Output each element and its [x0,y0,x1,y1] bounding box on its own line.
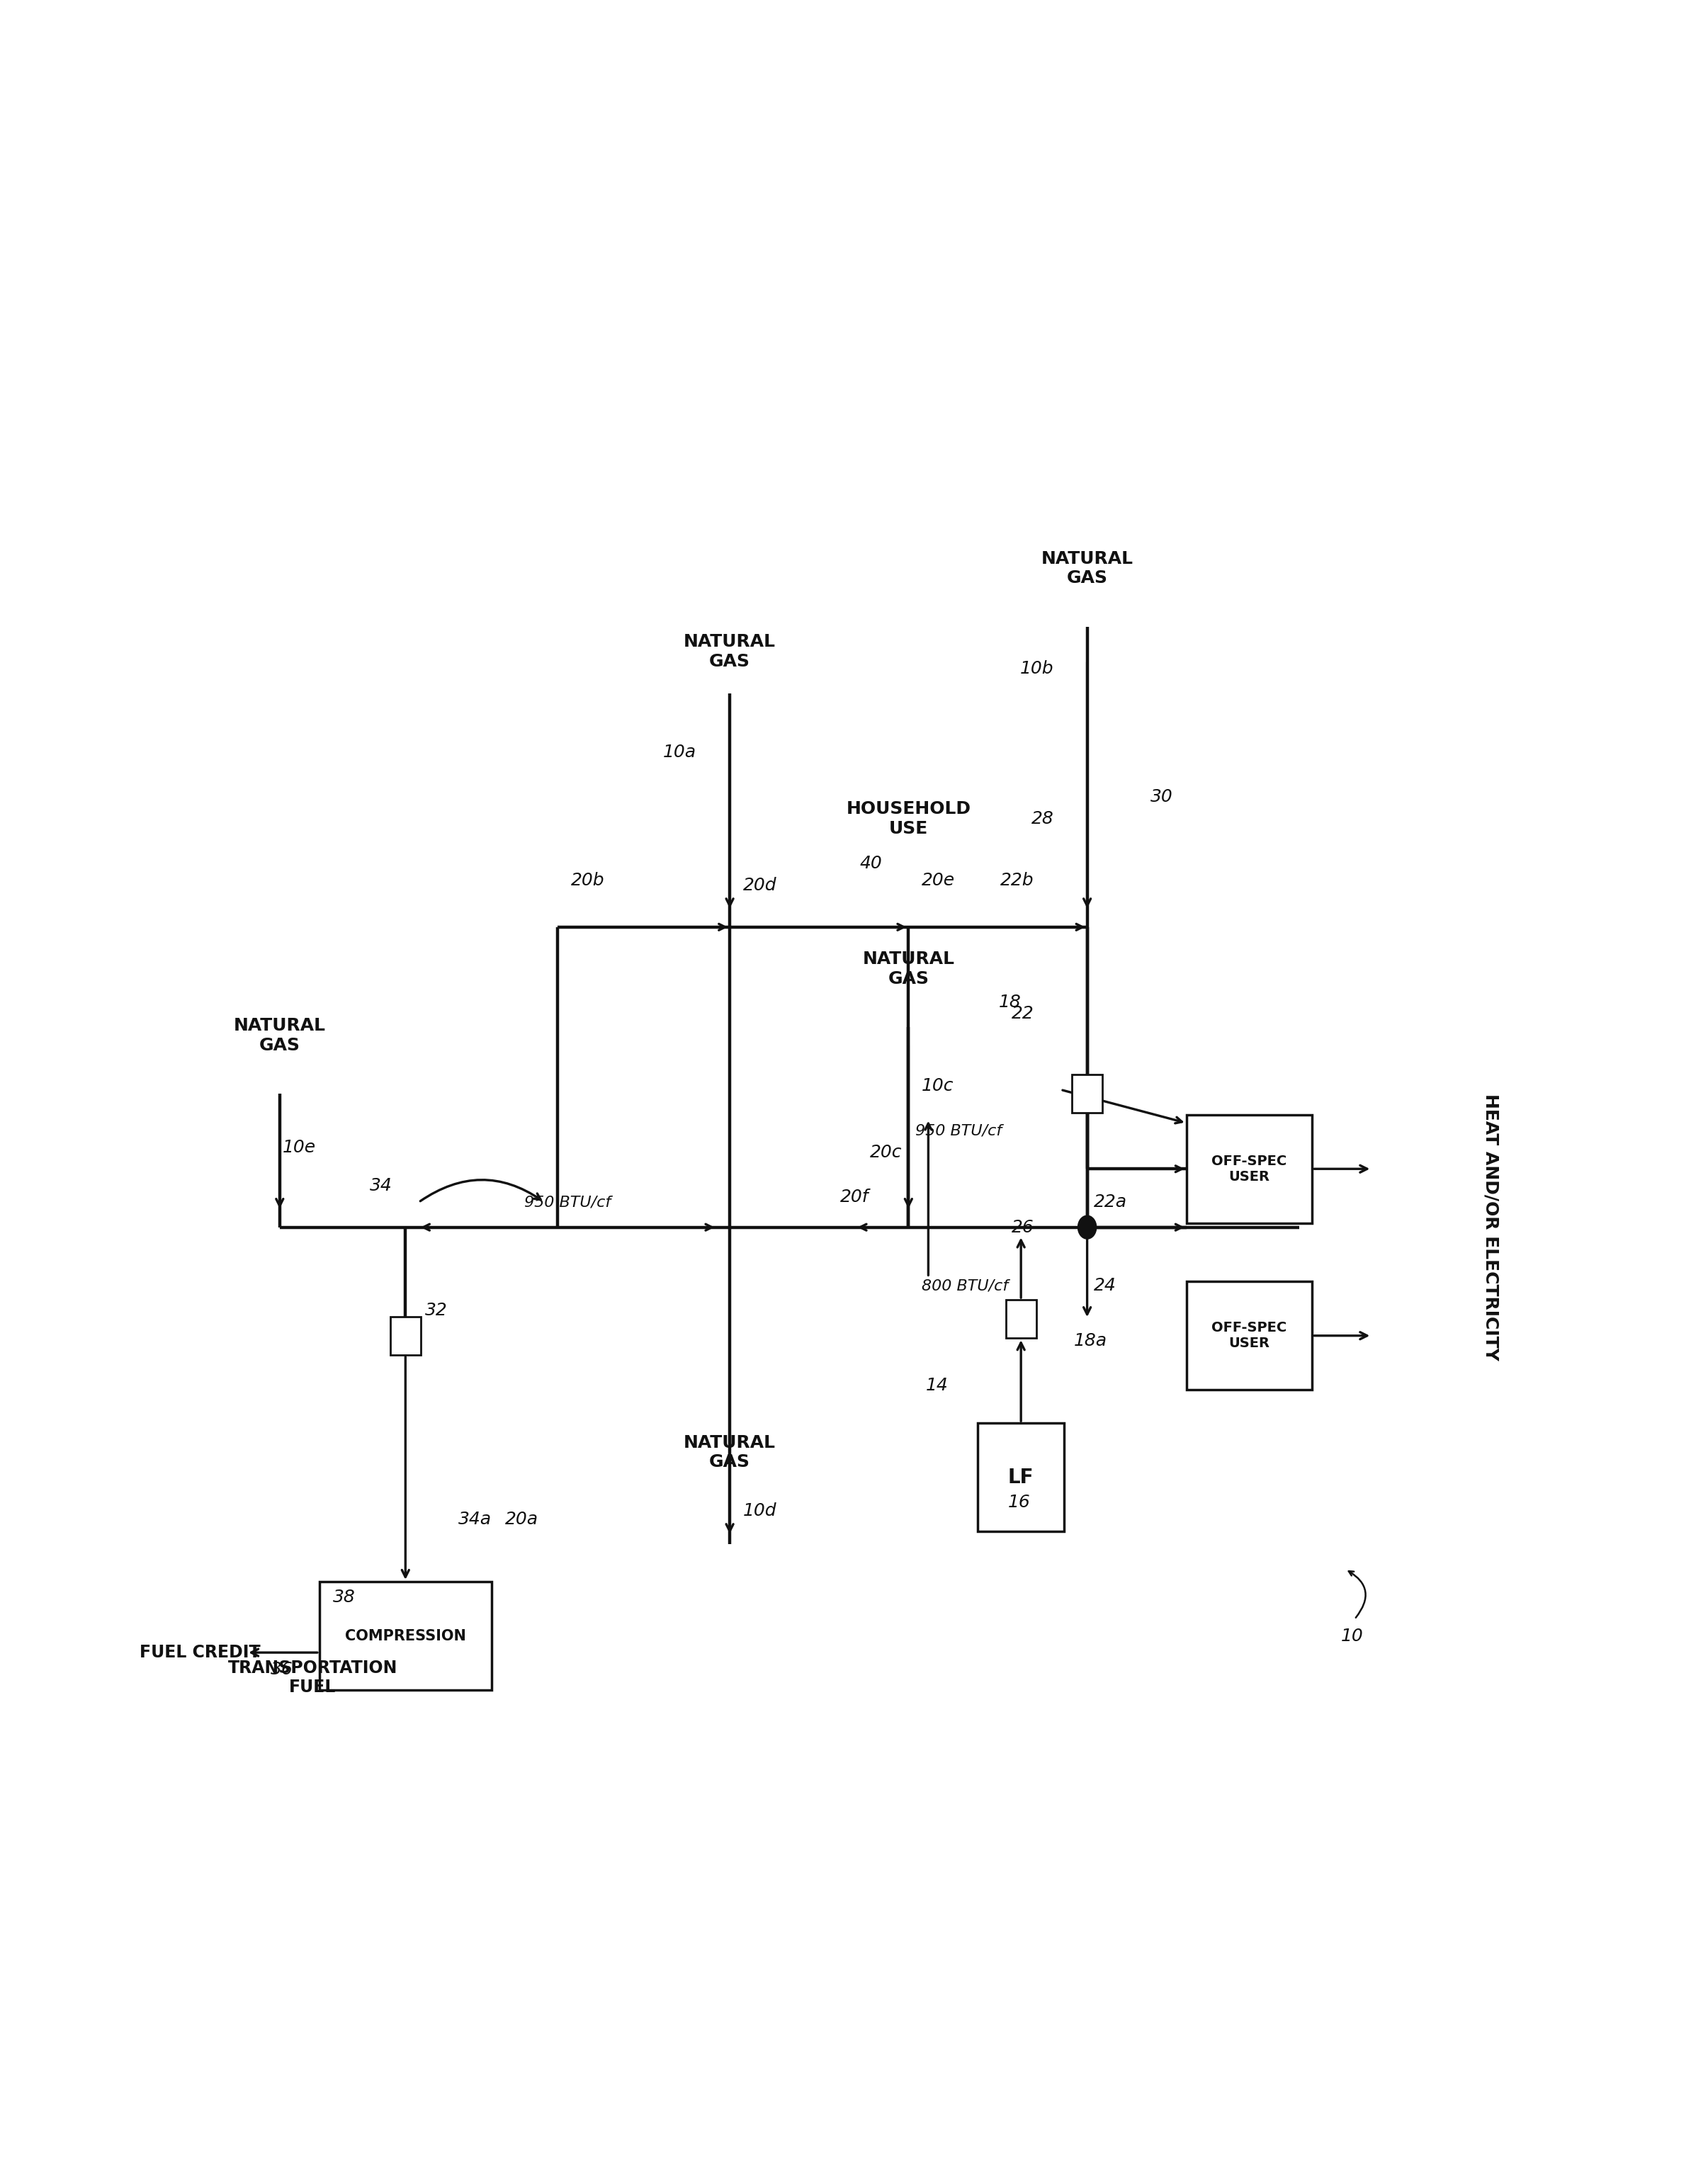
FancyBboxPatch shape [1187,1282,1312,1391]
Text: 18: 18 [999,994,1021,1012]
Text: TRANSPORTATION
FUEL: TRANSPORTATION FUEL [227,1659,398,1696]
Text: 10b: 10b [1020,661,1054,678]
Text: 26: 26 [1011,1219,1033,1237]
Text: 28: 28 [1032,810,1054,827]
FancyBboxPatch shape [319,1581,492,1689]
Circle shape [1078,1215,1097,1239]
Text: 22b: 22b [1001,873,1033,888]
Text: OFF-SPEC
USER: OFF-SPEC USER [1211,1321,1286,1349]
Text: 34a: 34a [458,1510,492,1527]
Text: 20e: 20e [922,873,955,888]
Text: 10: 10 [1341,1627,1363,1644]
Text: FUEL CREDIT: FUEL CREDIT [140,1644,261,1661]
Text: 20d: 20d [743,877,777,895]
FancyBboxPatch shape [1006,1300,1037,1339]
Text: 30: 30 [1151,788,1173,806]
Text: 10e: 10e [282,1139,316,1157]
Text: 950 BTU/cf: 950 BTU/cf [524,1196,611,1209]
Text: HOUSEHOLD
USE: HOUSEHOLD USE [845,799,970,836]
Text: HEAT AND/OR ELECTRICITY: HEAT AND/OR ELECTRICITY [1483,1094,1500,1360]
Text: NATURAL
GAS: NATURAL GAS [683,1434,775,1471]
Text: NATURAL
GAS: NATURAL GAS [1042,550,1132,587]
FancyBboxPatch shape [1187,1115,1312,1224]
Text: 40: 40 [859,856,881,873]
Text: 18a: 18a [1074,1332,1107,1349]
Text: 20b: 20b [570,873,605,888]
Text: 800 BTU/cf: 800 BTU/cf [922,1278,1008,1293]
Text: NATURAL
GAS: NATURAL GAS [234,1018,326,1055]
Text: 22a: 22a [1093,1193,1127,1211]
Text: 950 BTU/cf: 950 BTU/cf [915,1124,1001,1137]
Text: NATURAL
GAS: NATURAL GAS [683,632,775,669]
Text: OFF-SPEC
USER: OFF-SPEC USER [1211,1154,1286,1183]
Text: 34: 34 [369,1176,393,1193]
Text: 36: 36 [270,1661,294,1679]
Text: LF: LF [1008,1469,1033,1488]
Text: 16: 16 [1008,1495,1030,1512]
Text: 14: 14 [926,1378,948,1395]
FancyBboxPatch shape [979,1423,1064,1531]
Text: 22: 22 [1011,1005,1033,1022]
Text: COMPRESSION: COMPRESSION [345,1629,466,1644]
Text: 10a: 10a [663,743,697,760]
Text: NATURAL
GAS: NATURAL GAS [863,951,955,988]
Text: 32: 32 [425,1302,447,1319]
Text: 10c: 10c [922,1077,953,1094]
Text: 20a: 20a [504,1510,538,1527]
FancyBboxPatch shape [389,1317,420,1356]
Text: 20f: 20f [840,1189,869,1206]
Text: 24: 24 [1093,1278,1117,1293]
FancyBboxPatch shape [1073,1074,1102,1113]
Text: 20c: 20c [869,1144,902,1161]
Text: 38: 38 [333,1590,355,1605]
Text: 10d: 10d [743,1503,777,1518]
